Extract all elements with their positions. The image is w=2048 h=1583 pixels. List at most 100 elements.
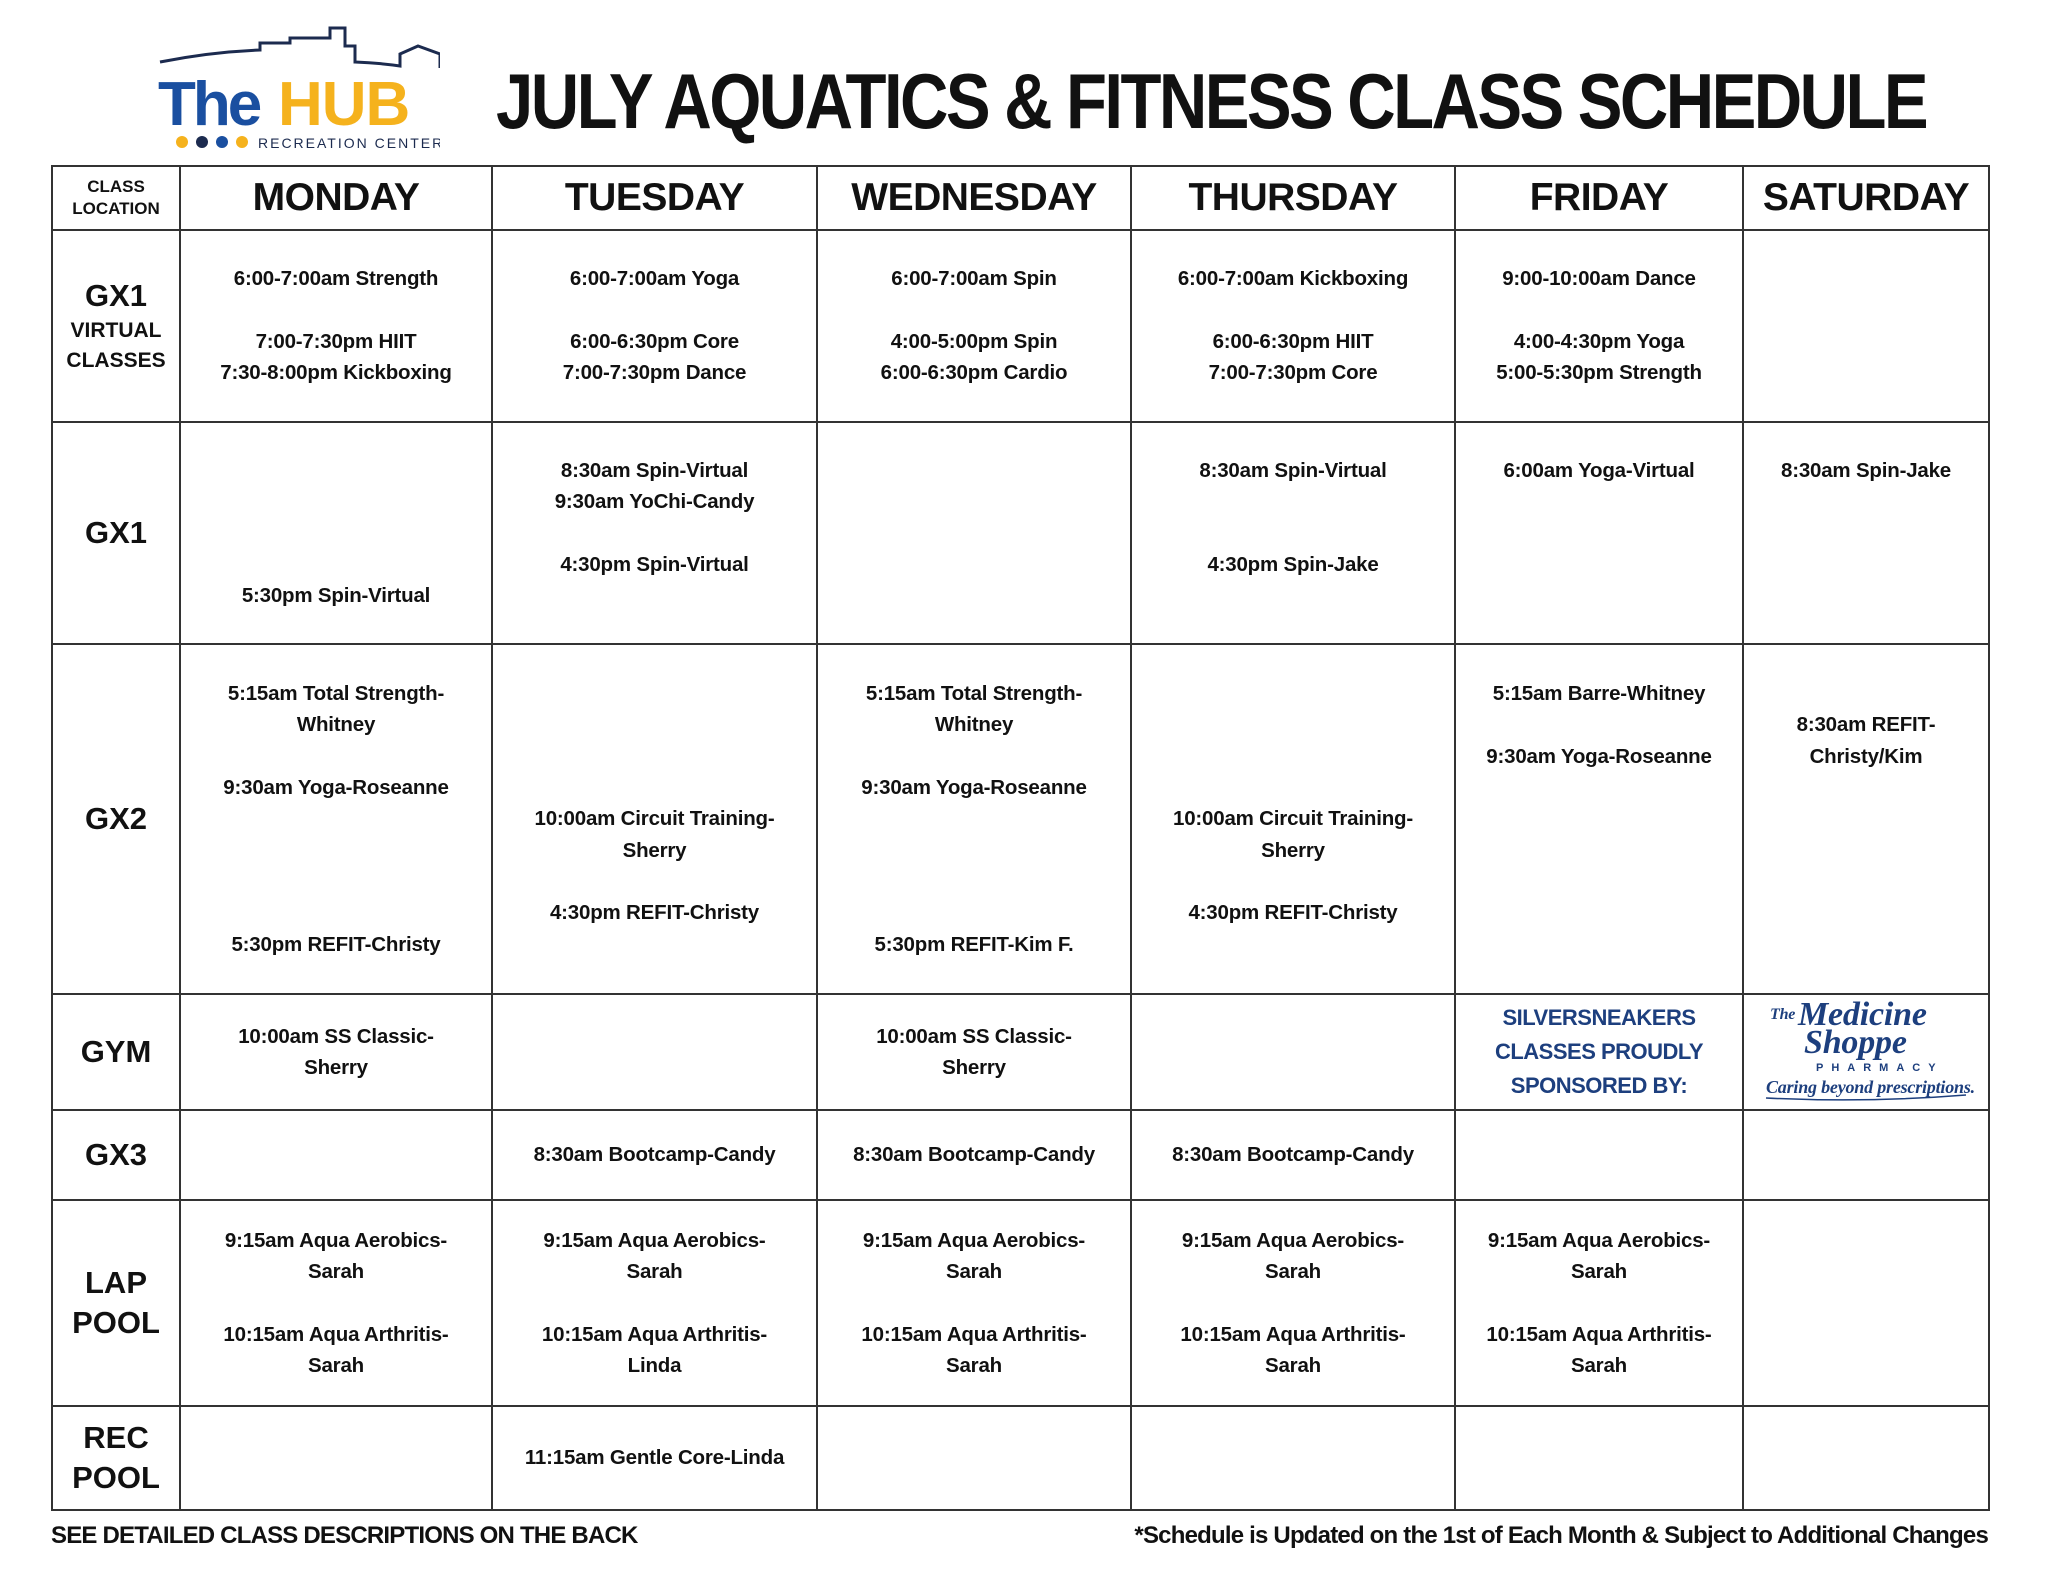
cell-wednesday: 5:15am Total Strength- Whitney 9:30am Yoga…: [816, 643, 1132, 995]
class-entry: Sarah: [1265, 1354, 1321, 1378]
blank-line: [1744, 866, 1988, 897]
blank-line: [1132, 580, 1454, 611]
blank-line: [181, 1287, 491, 1318]
svg-text:PHARMACY: PHARMACY: [1816, 1062, 1944, 1074]
blank-line: [181, 549, 491, 580]
class-entry: 4:30pm REFIT-Christy: [1188, 901, 1398, 925]
location-name: LAP: [85, 1265, 147, 1300]
class-entry: 8:30am Bootcamp-Candy: [1172, 1143, 1414, 1167]
blank-line: [1456, 897, 1742, 928]
svg-text:RECREATION CENTER: RECREATION CENTER: [258, 135, 440, 151]
location-label: GX1 VIRTUAL CLASSES: [51, 229, 181, 423]
class-entry: 4:30pm REFIT-Christy: [549, 901, 760, 925]
blank-line: [493, 517, 816, 548]
cell-thursday: 8:30am Spin-Virtual 4:30pm Spin-Jake: [1130, 421, 1456, 645]
cell-monday: 5:15am Total Strength- Whitney 9:30am Yoga…: [179, 643, 493, 995]
class-entry: 8:30am Bootcamp-Candy: [853, 1143, 1095, 1167]
location-name: GYM: [80, 1034, 152, 1069]
blank-line: [1744, 897, 1988, 928]
blank-line: [493, 295, 816, 326]
blank-line: [1456, 866, 1742, 897]
cell-friday: 9:15am Aqua Aerobics- Sarah 10:15am Aqua A…: [1454, 1199, 1744, 1407]
cell-monday: 5:30pm Spin-Virtual: [179, 421, 493, 645]
class-entry: Whitney: [934, 713, 1014, 737]
class-entry: 11:15am Gentle Core-Linda: [524, 1446, 785, 1470]
day-header-monday: MONDAY: [179, 165, 493, 231]
class-entry: 7:00-7:30pm Dance: [562, 361, 747, 385]
class-entry: 9:15am Aqua Aerobics-: [862, 1228, 1086, 1252]
blank-line: [1744, 803, 1988, 834]
class-entry: 8:30am Spin-Virtual: [1199, 458, 1387, 482]
class-entry: 10:00am Circuit Training-: [534, 807, 775, 831]
class-entry: 10:00am SS Classic-: [876, 1024, 1072, 1048]
location-sublabel: POOL: [72, 1460, 160, 1495]
class-entry: 7:00-7:30pm HIIT: [255, 330, 417, 353]
blank-line: [181, 803, 491, 834]
schedule-table: CLASS LOCATION MONDAY TUESDAY WEDNESDAY T…: [51, 165, 1990, 1511]
class-entry: Sarah: [626, 1259, 683, 1283]
class-entry: Sherry: [622, 838, 687, 862]
day-header-thursday: THURSDAY: [1130, 165, 1456, 231]
location-label: GX1: [51, 421, 181, 645]
blank-line: [181, 295, 491, 326]
class-entry: Linda: [627, 1354, 682, 1378]
class-entry: Sarah: [946, 1259, 1002, 1283]
cell-monday: 10:00am SS Classic- Sherry: [179, 993, 493, 1111]
cell-thursday: 6:00-7:00am Kickboxing 6:00-6:30pm HIIT 7:…: [1130, 229, 1456, 423]
class-location-header: CLASS LOCATION: [51, 165, 181, 231]
schedule-row: GX3 8:30am Bootcamp-Candy 8:30am Bootcamp-…: [51, 1109, 1990, 1201]
blank-line: [181, 486, 491, 517]
class-entry: 6:00-7:00am Kickboxing: [1177, 267, 1409, 291]
blank-line: [1744, 517, 1988, 548]
blank-line: [1456, 772, 1742, 803]
blank-line: [1744, 580, 1988, 611]
class-entry: 9:15am Aqua Aerobics-: [1181, 1228, 1405, 1252]
sponsor-line: SILVERSNEAKERS: [1502, 1005, 1696, 1030]
blank-line: [493, 678, 816, 709]
cell-friday: [1454, 1405, 1744, 1511]
class-entry: Sarah: [1265, 1259, 1321, 1283]
blank-line: [181, 866, 491, 897]
class-entry: 9:30am YoChi-Candy: [554, 489, 755, 513]
blank-line: [818, 803, 1130, 834]
cell-tuesday: 11:15am Gentle Core-Linda: [491, 1405, 818, 1511]
class-entry: 9:15am Aqua Aerobics-: [1487, 1228, 1711, 1252]
cell-tuesday: 10:00am Circuit Training- Sherry 4:30pm RE…: [491, 643, 818, 995]
class-entry: 5:30pm REFIT-Christy: [231, 932, 441, 956]
schedule-row: GX1 5:30pm Spin-Virtual 8:30am Spin-Virtua…: [51, 421, 1990, 645]
location-name: GX3: [84, 1137, 148, 1172]
cell-thursday: 8:30am Bootcamp-Candy: [1130, 1109, 1456, 1201]
class-entry: 8:30am Bootcamp-Candy: [533, 1143, 776, 1167]
blank-line: [1744, 486, 1988, 517]
schedule-row: REC POOL 11:15am Gentle Core-Linda: [51, 1405, 1990, 1511]
cell-friday: 6:00am Yoga-Virtual: [1454, 421, 1744, 645]
blank-line: [1744, 835, 1988, 866]
location-name: GX1: [84, 278, 148, 313]
hub-logo: The HUB RECREATION CENTER: [158, 26, 440, 151]
location-label: GX2: [51, 643, 181, 995]
class-entry: 5:15am Barre-Whitney: [1492, 681, 1706, 705]
class-entry: 6:00-7:00am Yoga: [569, 267, 740, 291]
class-entry: 6:00-7:00am Spin: [891, 267, 1057, 291]
cell-saturday: [1742, 229, 1990, 423]
blank-line: [1132, 295, 1454, 326]
schedule-row: GX1 VIRTUAL CLASSES 6:00-7:00am Strength 7:…: [51, 229, 1990, 423]
cell-friday: SILVERSNEAKERS CLASSES PROUDLY SPONSORED B…: [1454, 993, 1744, 1111]
sponsor-line: CLASSES PROUDLY: [1494, 1039, 1704, 1064]
svg-text:Caring beyond prescriptions.: Caring beyond prescriptions.: [1766, 1077, 1975, 1097]
blank-line: [493, 929, 816, 960]
class-entry: Whitney: [296, 713, 376, 737]
blank-line: [1132, 866, 1454, 897]
blank-line: [493, 1287, 816, 1318]
cell-saturday: The Medicine Shoppe PHARMACY Caring beyo…: [1742, 993, 1990, 1111]
location-name: GX1: [84, 515, 148, 550]
sponsor-text: SILVERSNEAKERS CLASSES PROUDLY SPONSORED B…: [1456, 1001, 1742, 1103]
cell-friday: [1454, 1109, 1744, 1201]
cell-saturday: [1742, 1109, 1990, 1201]
class-entry: 10:15am Aqua Arthritis-: [1486, 1322, 1712, 1346]
class-entry: 7:00-7:30pm Core: [1208, 361, 1378, 385]
blank-line: [493, 866, 816, 897]
blank-line: [818, 835, 1130, 866]
class-entry: 4:30pm Spin-Virtual: [560, 552, 749, 576]
blank-line: [1132, 741, 1454, 772]
